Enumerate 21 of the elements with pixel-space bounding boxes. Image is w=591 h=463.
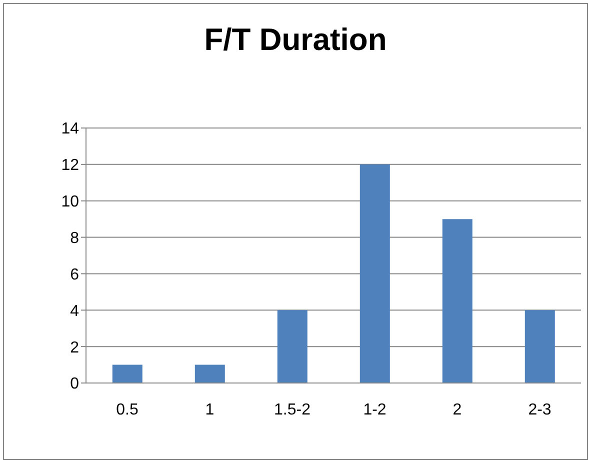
y-tick-label: 10 (61, 194, 80, 211)
bar (442, 219, 472, 383)
x-tick-label: 0.5 (116, 401, 138, 418)
y-tick-label: 14 (61, 120, 80, 138)
y-tick-label: 8 (70, 230, 80, 247)
bar (112, 364, 142, 383)
x-tick-label: 1-2 (363, 401, 386, 418)
bar (194, 364, 225, 383)
y-tick-label: 0 (70, 376, 80, 393)
x-tick-label: 2-3 (528, 401, 552, 418)
y-tick-label: 4 (70, 302, 80, 320)
y-tick-label: 12 (61, 157, 80, 174)
bar (360, 164, 390, 383)
y-tick-label: 6 (70, 266, 80, 284)
x-tick-label: 2 (452, 401, 462, 418)
y-tick-label: 2 (70, 339, 80, 356)
bar (277, 310, 308, 383)
bar (524, 310, 555, 383)
x-tick-label: 1.5-2 (274, 401, 311, 418)
chart-title: F/T Duration (203, 22, 388, 58)
x-tick-label: 1 (205, 401, 214, 418)
